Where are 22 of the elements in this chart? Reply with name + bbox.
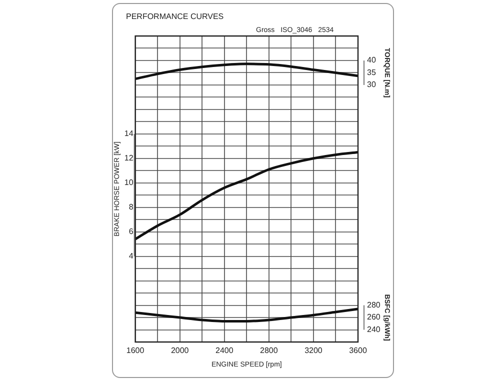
line-series: [135, 62, 358, 80]
y3-tick-label: 240: [367, 324, 381, 334]
line-series: [135, 151, 358, 240]
y-tick-label: 12: [124, 154, 134, 163]
y-tick-label: 8: [128, 202, 134, 212]
x-tick-label: 2800: [260, 346, 278, 356]
x-tick-label: 2400: [215, 346, 234, 356]
y-tick-label: 6: [128, 227, 134, 236]
x-tick-label: 2000: [170, 346, 190, 356]
x-tick-label: 3600: [349, 346, 368, 356]
line-series: [135, 308, 358, 322]
y-tick-label: 14: [124, 129, 134, 138]
x-tick-label: 1600: [126, 346, 145, 356]
y-tick-label: 10: [124, 178, 134, 188]
x-tick-label: 3200: [304, 346, 323, 356]
y2-tick-label: 40: [367, 56, 376, 65]
y3-tick-label: 260: [367, 312, 381, 322]
y2-tick-label: 35: [367, 68, 376, 77]
y3-tick-label: 280: [367, 300, 381, 310]
chart-title: PERFORMANCE CURVES: [126, 12, 224, 21]
y-tick-label: 4: [128, 252, 134, 261]
y2-tick-label: 30: [367, 80, 376, 90]
